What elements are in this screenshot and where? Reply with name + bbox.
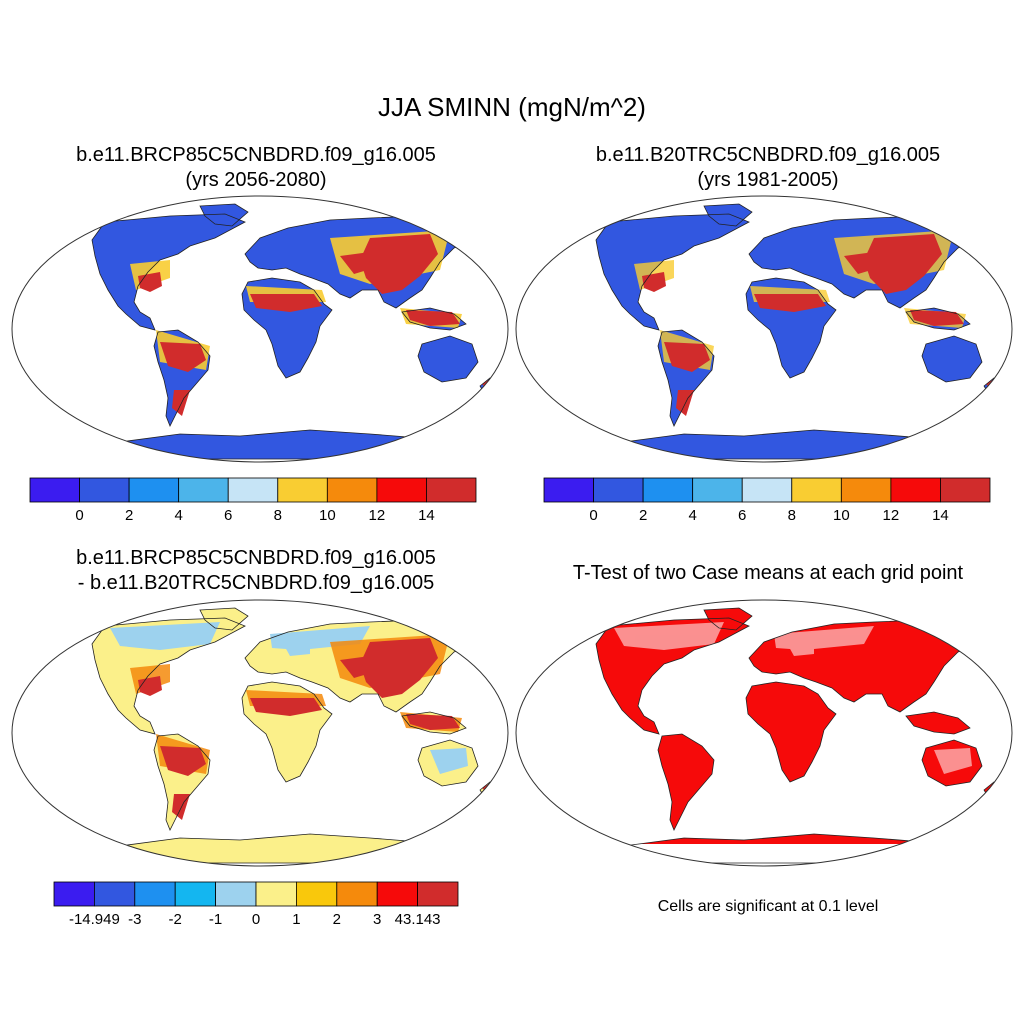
colorbar-3-label-6: 2 (333, 911, 341, 928)
colorbar-1-box-7 (376, 477, 427, 503)
colorbar-3-box-5 (255, 881, 297, 907)
colorbar-3-box-6 (295, 881, 338, 907)
colorbar-3-label-8: 43.143 (395, 911, 441, 928)
panel-2-title: b.e11.B20TRC5CNBDRD.f09_g16.005 (yrs 198… (512, 143, 1024, 193)
colorbar-3-box-2 (134, 881, 176, 907)
colorbar-2-label-4: 8 (788, 507, 796, 524)
colorbar-1-box-5 (277, 477, 328, 503)
colorbar-2-box-7 (890, 477, 941, 503)
colorbar-2-box-4 (741, 477, 793, 503)
colorbar-1-label-6: 12 (369, 507, 386, 524)
colorbar-2-label-3: 6 (738, 507, 746, 524)
colorbar-3-label-1: -3 (128, 911, 141, 928)
map-panel-2-border (515, 195, 1013, 463)
colorbar-3-box-9 (417, 881, 459, 907)
colorbar-3-label-3: -1 (209, 911, 222, 928)
colorbar-2-box-0 (543, 477, 594, 503)
colorbar-2-label-7: 14 (932, 507, 949, 524)
colorbar-panel-3-difference: -14.949 -3 -2 -1 0 1 2 3 43.143 (53, 881, 459, 928)
colorbar-3-box-7 (336, 881, 378, 907)
colorbar-2-label-1: 2 (639, 507, 647, 524)
colorbar-2-box-1 (593, 477, 644, 503)
panel-2-title-line2: (yrs 1981-2005) (697, 169, 839, 191)
colorbar-3-box-4 (215, 881, 257, 907)
colorbar-2-box-2 (642, 477, 694, 503)
colorbar-2-box-3 (692, 477, 743, 503)
colorbar-3-label-7: 3 (373, 911, 381, 928)
colorbar-2-box-5 (791, 477, 842, 503)
colorbar-3-box-0 (53, 881, 95, 907)
colorbar-1-box-1 (79, 477, 130, 503)
colorbar-3-box-8 (376, 881, 419, 907)
colorbar-3-box-3 (174, 881, 216, 907)
colorbar-1-label-0: 0 (75, 507, 83, 524)
colorbar-2-box-6 (840, 477, 892, 503)
map-panel-1 (11, 195, 509, 463)
panel-3-title: b.e11.BRCP85C5CNBDRD.f09_g16.005 - b.e11… (0, 546, 512, 596)
colorbar-3-box-1 (94, 881, 136, 907)
map-panel-2 (515, 195, 1013, 463)
colorbar-1-box-6 (326, 477, 378, 503)
colorbar-2-label-6: 12 (883, 507, 900, 524)
colorbar-2-box-8 (940, 477, 991, 503)
map-panel-3-border (11, 599, 509, 867)
colorbar-3-label-5: 1 (292, 911, 300, 928)
panel-1-title: b.e11.BRCP85C5CNBDRD.f09_g16.005 (yrs 20… (0, 143, 512, 193)
colorbar-1-box-8 (426, 477, 477, 503)
panel-2-title-line1: b.e11.B20TRC5CNBDRD.f09_g16.005 (595, 144, 941, 166)
panel-1-title-line1: b.e11.BRCP85C5CNBDRD.f09_g16.005 (76, 144, 436, 166)
panel-1-title-line2: (yrs 2056-2080) (185, 169, 327, 191)
colorbar-2-label-5: 10 (833, 507, 850, 524)
panel-3-title-line1: b.e11.BRCP85C5CNBDRD.f09_g16.005 (76, 547, 436, 569)
colorbar-1-label-2: 4 (174, 507, 182, 524)
colorbar-panel-1: 0 2 4 6 8 10 12 14 (29, 477, 477, 524)
panel-3-title-line2: - b.e11.B20TRC5CNBDRD.f09_g16.005 (77, 572, 435, 594)
colorbar-1-box-3 (178, 477, 229, 503)
colorbar-1-box-4 (227, 477, 279, 503)
colorbar-1-label-4: 8 (274, 507, 282, 524)
colorbar-1-label-3: 6 (224, 507, 232, 524)
colorbar-1-label-1: 2 (125, 507, 133, 524)
map-panel-1-border (11, 195, 509, 463)
map-panel-3-difference (11, 599, 509, 867)
colorbar-3-label-4: 0 (252, 911, 260, 928)
significance-note: Cells are significant at 0.1 level (657, 898, 879, 915)
colorbar-1-label-5: 10 (319, 507, 336, 524)
colorbar-1-label-7: 14 (418, 507, 435, 524)
colorbar-3-label-2: -2 (169, 911, 182, 928)
figure-title: JJA SMINN (mgN/m^2) (378, 92, 646, 122)
colorbar-2-label-0: 0 (589, 507, 597, 524)
colorbar-1-box-2 (128, 477, 180, 503)
colorbar-2-label-2: 4 (688, 507, 696, 524)
panel-4-title: T-Test of two Case means at each grid po… (572, 562, 964, 584)
colorbar-panel-2: 0 2 4 6 8 10 12 14 (543, 477, 991, 524)
colorbar-3-label-0: -14.949 (69, 911, 120, 928)
map-panel-4-border (515, 599, 1013, 867)
map-panel-4-ttest (515, 599, 1013, 867)
colorbar-1-box-0 (29, 477, 80, 503)
